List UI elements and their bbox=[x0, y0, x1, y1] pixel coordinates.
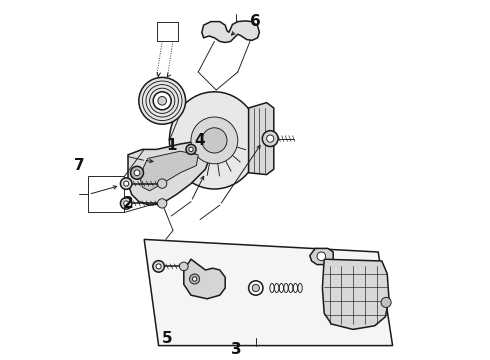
Polygon shape bbox=[310, 248, 333, 265]
Polygon shape bbox=[202, 21, 259, 42]
Circle shape bbox=[130, 166, 144, 179]
Circle shape bbox=[193, 277, 197, 281]
Text: 6: 6 bbox=[250, 14, 261, 29]
Circle shape bbox=[153, 92, 171, 110]
Circle shape bbox=[262, 131, 278, 147]
Circle shape bbox=[248, 281, 263, 295]
Circle shape bbox=[186, 144, 196, 154]
Circle shape bbox=[317, 252, 326, 261]
Polygon shape bbox=[157, 22, 178, 41]
Polygon shape bbox=[322, 259, 389, 329]
Text: 3: 3 bbox=[231, 342, 241, 357]
Circle shape bbox=[156, 264, 161, 269]
Circle shape bbox=[121, 178, 132, 189]
Polygon shape bbox=[128, 140, 211, 205]
Polygon shape bbox=[248, 103, 274, 175]
Text: 2: 2 bbox=[122, 196, 133, 211]
Circle shape bbox=[157, 179, 167, 188]
Circle shape bbox=[252, 284, 259, 292]
Circle shape bbox=[153, 261, 164, 272]
Circle shape bbox=[157, 199, 167, 208]
Polygon shape bbox=[141, 151, 198, 191]
Circle shape bbox=[267, 135, 274, 142]
Circle shape bbox=[121, 198, 132, 209]
Text: 7: 7 bbox=[74, 158, 85, 173]
Text: 5: 5 bbox=[162, 331, 173, 346]
Text: 1: 1 bbox=[166, 138, 176, 153]
Circle shape bbox=[139, 77, 186, 124]
Circle shape bbox=[381, 297, 391, 307]
Circle shape bbox=[202, 128, 227, 153]
Circle shape bbox=[158, 96, 167, 105]
Circle shape bbox=[191, 117, 238, 164]
Circle shape bbox=[123, 201, 129, 206]
Circle shape bbox=[189, 147, 193, 152]
Polygon shape bbox=[184, 259, 225, 299]
Polygon shape bbox=[144, 239, 392, 346]
Circle shape bbox=[123, 181, 129, 186]
Circle shape bbox=[179, 262, 188, 271]
Circle shape bbox=[190, 274, 199, 284]
Ellipse shape bbox=[170, 92, 259, 189]
Text: 4: 4 bbox=[195, 133, 205, 148]
Circle shape bbox=[134, 170, 140, 176]
